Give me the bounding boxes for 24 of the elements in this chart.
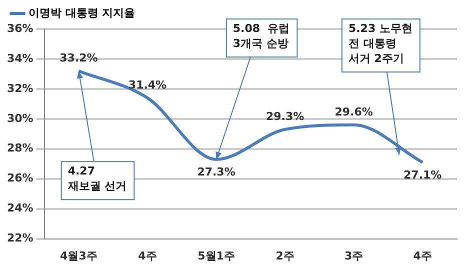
text: 33.2%: [60, 51, 98, 64]
y-tick-label: 26%: [6, 172, 34, 185]
x-tick-label: 4월3주: [60, 249, 98, 262]
y-tick-label: 32%: [6, 82, 34, 95]
text: 29.3%: [266, 110, 304, 123]
x-tick-label: 4주: [138, 249, 157, 262]
text: 31.4%: [128, 78, 167, 92]
legend-label: 이명박 대통령 지지율: [28, 6, 136, 20]
text: 27.3%: [197, 166, 236, 179]
y-tick-label: 24%: [6, 202, 34, 215]
y-tick-label: 34%: [6, 52, 34, 65]
y-tick-label: 28%: [6, 142, 34, 155]
y-tick-label: 36%: [6, 22, 34, 35]
text: 29.6%: [334, 105, 373, 118]
x-tick-label: 2주: [276, 249, 294, 262]
annotation: 5.08 유럽 3개국 순방: [232, 22, 290, 50]
y-tick-label: 22%: [6, 232, 34, 245]
annotation: 4.27 재보궐 선거: [66, 164, 127, 193]
text: 27.1%: [404, 168, 442, 182]
x-tick-label: 3주: [344, 249, 364, 262]
x-tick-label: 5월1주: [198, 249, 235, 262]
x-tick-label: 4주: [413, 249, 432, 262]
y-tick-label: 30%: [6, 112, 34, 125]
annotation: 5.23 노무현 전 대통령 서거 2주기: [348, 22, 412, 65]
